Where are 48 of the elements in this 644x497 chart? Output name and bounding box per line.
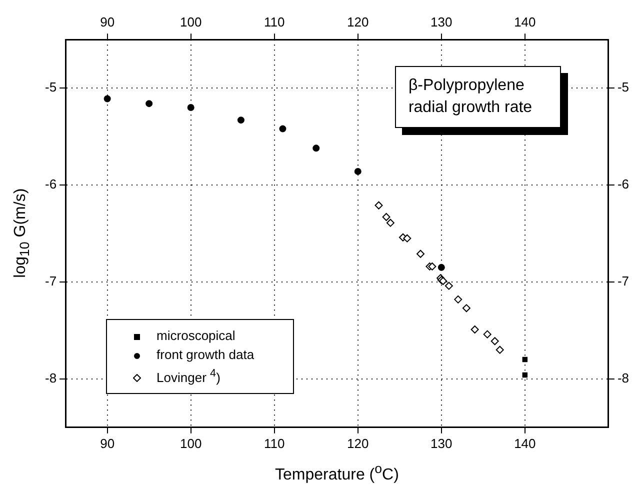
annotation: β-Polypropylene radial growth rate: [395, 66, 562, 128]
point: [237, 116, 244, 124]
point: [438, 264, 445, 271]
x-tick-label: 130: [430, 436, 452, 451]
point: [279, 125, 286, 132]
point: [462, 304, 470, 312]
y-tick-label: -5: [44, 80, 57, 95]
point: [312, 144, 320, 152]
x-tick-label: 90: [100, 436, 115, 451]
x-tick-label: 100: [180, 436, 202, 451]
x-tick-label: 110: [264, 436, 285, 451]
y-tick-label: -8: [44, 370, 57, 386]
y2-tick-label: -8: [617, 370, 630, 386]
x2-tick-label: 90: [100, 14, 115, 30]
point: [146, 100, 153, 108]
point: [483, 330, 492, 338]
y-tick-label: -6: [44, 176, 57, 192]
legend-label: Lovinger $^{4}$): [156, 367, 220, 385]
legend-label: front growth data: [156, 347, 254, 362]
point: [374, 201, 383, 210]
point: [416, 250, 425, 258]
x-tick-label: 120: [347, 436, 369, 451]
x2-tick-label: 130: [430, 14, 452, 30]
point: [454, 295, 462, 304]
x2-tick-label: 140: [514, 14, 536, 30]
point: [104, 95, 111, 102]
y2-tick-label: -5: [617, 80, 630, 95]
point: [522, 372, 528, 378]
point: [403, 234, 412, 242]
y-tick-label: -7: [44, 274, 57, 289]
x-tick-label: 140: [514, 436, 536, 451]
point: [428, 262, 436, 270]
point: [470, 325, 479, 334]
x2-tick-label: 100: [180, 14, 202, 30]
point: [490, 337, 499, 346]
point: [382, 213, 390, 222]
y2-tick-label: -7: [617, 274, 630, 289]
point: [496, 346, 504, 354]
legend-label: microscopical: [156, 328, 236, 344]
point: [187, 104, 194, 111]
x2-tick-label: 110: [264, 14, 285, 30]
point: [444, 282, 453, 290]
x-axis-title: Temperature ($^{o}$C): [274, 461, 400, 484]
x2-tick-label: 120: [347, 14, 369, 30]
point: [522, 356, 528, 362]
point: [386, 218, 394, 227]
y2-tick-label: -6: [617, 176, 630, 192]
point: [354, 168, 362, 175]
